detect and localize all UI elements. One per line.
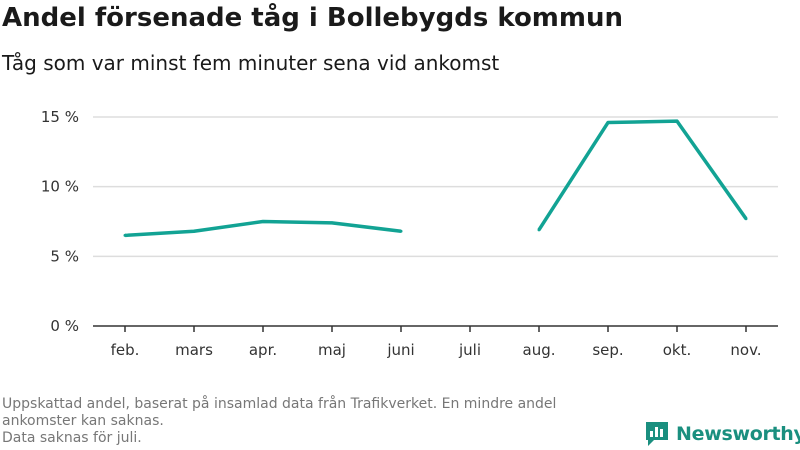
x-tick-label: okt. [663,341,692,359]
series-line-segment [537,119,748,231]
series-layer [123,119,748,238]
data-point [192,229,196,233]
gridlines [93,116,778,258]
x-tick-label: aug. [523,341,556,359]
y-axis-labels: 0 % 5 % 10 % 15 % [41,108,79,335]
x-axis [93,325,778,332]
x-axis-labels: feb. mars apr. maj juni juli aug. sep. okt. nov. [111,341,762,359]
x-tick-label: apr. [249,341,277,359]
series-line-segment [124,219,402,238]
data-point [123,233,127,237]
y-tick-label: 0 % [50,317,79,335]
data-point [744,217,748,221]
data-point [261,219,265,223]
x-tick-label: mars [175,341,213,359]
footnote: Uppskattad andel, baserat på insamlad da… [2,396,642,447]
x-tick-label: maj [318,341,346,359]
data-point [330,221,334,225]
x-tick-label: sep. [592,341,623,359]
x-tick-label: juni [386,341,414,359]
x-tick-label: feb. [111,341,140,359]
data-point [606,121,610,125]
y-tick-label: 5 % [50,247,79,265]
data-point [675,119,679,123]
footnote-line: Uppskattad andel, baserat på insamlad da… [2,396,557,412]
y-tick-label: 10 % [41,178,79,196]
data-point [537,228,541,232]
footnote-line: Data saknas för juli. [2,430,142,446]
y-tick-label: 15 % [41,108,79,126]
logo-text: Newsworthy [676,423,800,445]
x-tick-label: juli [458,341,481,359]
newsworthy-logo: Newsworthy [644,420,800,448]
chart-subtitle: Tåg som var minst fem minuter sena vid a… [2,51,500,75]
chart-title: Andel försenade tåg i Bollebygds kommun [2,3,624,33]
x-tick-label: nov. [730,341,761,359]
bar-chart-speech-bubble-icon [646,422,668,446]
line-chart: 0 % 5 % 10 % 15 % feb. mars apr. maj juni juli au… [41,108,778,359]
data-point [399,229,403,233]
footnote-line: ankomster kan saknas. [2,413,164,429]
